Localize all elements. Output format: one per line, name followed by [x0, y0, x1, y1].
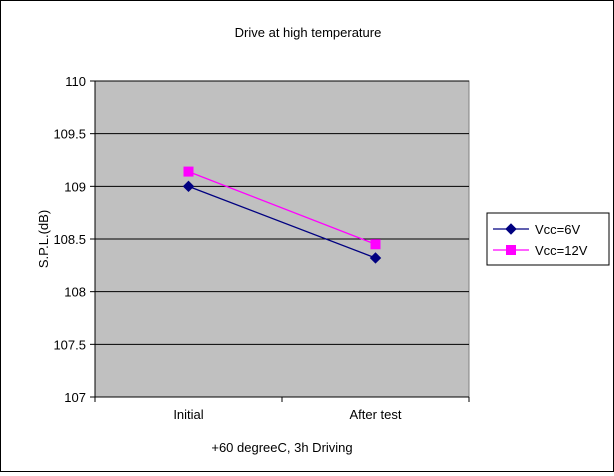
legend-label: Vcc=12V — [535, 243, 588, 258]
data-point — [183, 166, 194, 177]
legend-items: Vcc=6V Vcc=12V — [493, 222, 588, 258]
legend-swatch-marker — [505, 223, 517, 235]
y-tick-label: 107.5 — [53, 337, 86, 352]
chart-title: Drive at high temperature — [235, 25, 382, 40]
x-ticks: Initial After test — [94, 397, 470, 422]
series-line — [188, 170, 376, 245]
data-point — [182, 180, 195, 193]
grid-lines — [95, 80, 469, 345]
y-tick-label: 109.5 — [53, 127, 86, 142]
y-tick-label: 110 — [65, 74, 86, 89]
x-axis-label: +60 degreeC, 3h Driving — [211, 440, 352, 455]
legend-swatch-marker — [506, 245, 516, 255]
x-tick-label: Initial — [173, 407, 203, 422]
y-tick-label: 107 — [64, 390, 86, 405]
series-1 — [182, 180, 382, 264]
legend-box — [486, 212, 610, 266]
y-ticks: 107 107.5 108 108.5 109 109.5 110 — [53, 74, 95, 405]
series-line — [188, 185, 376, 259]
legend: Vcc=6V Vcc=12V — [486, 212, 610, 266]
y-axis-label: S.P.L.(dB) — [36, 210, 51, 268]
y-tick-label: 108.5 — [53, 232, 86, 247]
series-layer — [182, 166, 382, 264]
x-tick-label: After test — [349, 407, 401, 422]
y-tick-label: 108 — [64, 285, 86, 300]
y-tick-label: 109 — [64, 179, 86, 194]
legend-item: Vcc=12V — [493, 243, 588, 258]
data-point — [369, 252, 382, 264]
data-point — [370, 239, 381, 250]
legend-label: Vcc=6V — [535, 222, 580, 237]
series-2 — [183, 166, 381, 250]
legend-item: Vcc=6V — [493, 222, 580, 237]
